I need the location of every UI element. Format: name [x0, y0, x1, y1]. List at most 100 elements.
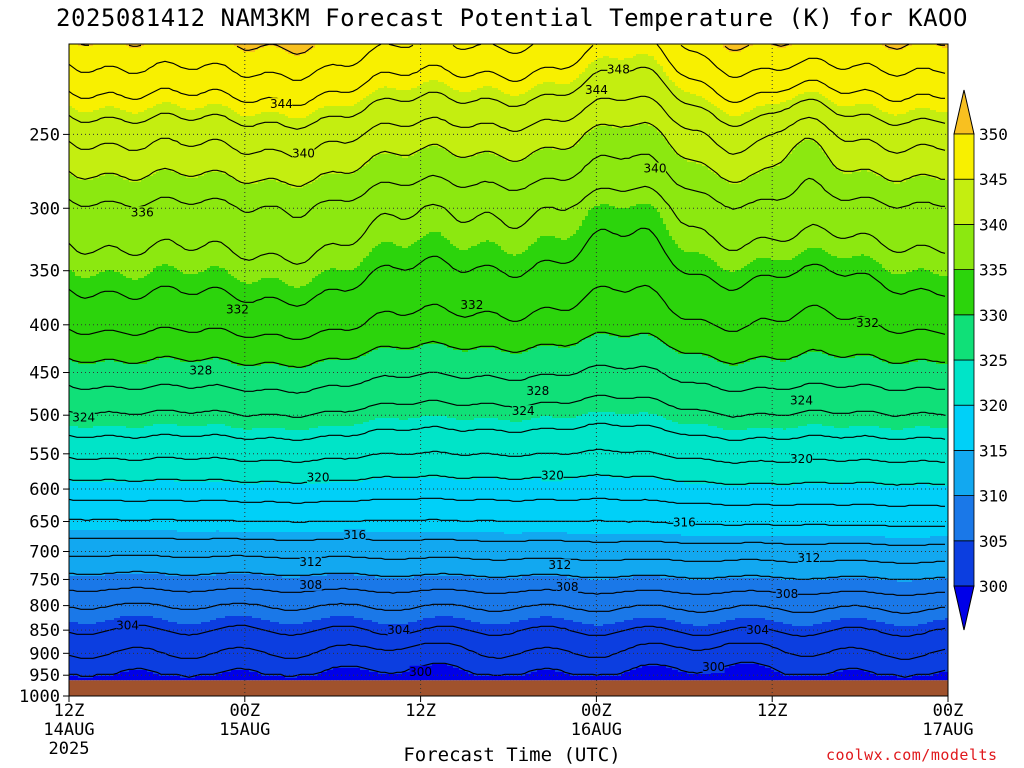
colorbar-box — [953, 223, 975, 270]
colorbar-box — [953, 269, 975, 316]
contour-label-bg — [673, 516, 696, 529]
contour-label-bg — [292, 147, 315, 160]
contour-label-bg — [541, 469, 564, 482]
contour-label-text: 312 — [548, 558, 571, 572]
contour-lines — [68, 43, 946, 678]
contour-label-text: 336 — [131, 205, 154, 219]
contour-label: 320 — [307, 470, 330, 484]
contour-324 — [68, 422, 946, 441]
contour-label-text: 344 — [585, 83, 608, 97]
contour-label-bg — [548, 559, 571, 572]
contour-label: 324 — [72, 411, 95, 425]
colorbar-label: 350 — [979, 125, 1008, 144]
plot-frame — [68, 43, 949, 697]
credit-link[interactable]: coolwx.com/modelts — [826, 746, 998, 764]
contour-label-text: 344 — [270, 97, 293, 111]
contour-318 — [68, 497, 945, 507]
y-tick-label: 350 — [29, 262, 60, 282]
y-tick-label: 650 — [29, 512, 60, 532]
colorbar-box — [953, 495, 975, 542]
colorbar-label: 320 — [979, 396, 1008, 415]
chart-title: 2025081412 NAM3KM Forecast Potential Tem… — [56, 4, 968, 32]
contour-label-bg — [746, 624, 769, 637]
contour-label-bg — [790, 452, 813, 465]
contour-label-text: 316 — [343, 528, 366, 542]
contour-label: 312 — [548, 558, 571, 572]
contour-330 — [68, 331, 945, 368]
contour-label: 340 — [292, 146, 315, 160]
contour-316 — [69, 518, 945, 527]
colorbar-label: 340 — [979, 215, 1008, 234]
contour-label-bg — [644, 162, 666, 175]
colorbar: 300 305 310 315 320 325 330 335 340 345 350 — [953, 89, 1008, 631]
contour-label-bg — [702, 661, 725, 674]
contour-label-text: 304 — [387, 623, 410, 637]
contour-label: 340 — [644, 162, 667, 176]
y-tick-label: 800 — [29, 597, 60, 617]
contour-label-text: 312 — [797, 551, 820, 565]
contour-label: 304 — [746, 623, 769, 637]
contour-label: 308 — [299, 578, 322, 592]
y-tick-label: 450 — [29, 364, 60, 384]
contour-label: 312 — [797, 551, 820, 565]
contour-label-text: 300 — [409, 665, 432, 679]
contour-label-text: 348 — [607, 63, 630, 77]
contour-label-bg — [797, 551, 820, 564]
contour-label: 312 — [299, 555, 322, 569]
contour-label: 328 — [526, 384, 549, 398]
contour-label: 344 — [585, 83, 608, 97]
y-tick-label: 250 — [29, 125, 60, 145]
colorbar-label: 300 — [979, 577, 1008, 596]
colorbar-label: 325 — [979, 351, 1008, 370]
contour-label-text: 304 — [116, 618, 139, 632]
contour-label-text: 340 — [644, 162, 667, 176]
contour-328 — [68, 364, 945, 394]
contour-300 — [69, 661, 946, 678]
colorbar-box — [953, 178, 975, 225]
contour-304 — [68, 624, 946, 637]
y-tick-label: 750 — [29, 570, 60, 590]
contour-label: 324 — [512, 404, 535, 418]
contour-label-text: 312 — [299, 555, 322, 569]
colorbar-label: 345 — [979, 170, 1008, 189]
contour-336 — [68, 185, 946, 265]
contour-label: 320 — [541, 468, 564, 482]
y-tick-label: 600 — [29, 480, 60, 500]
contour-label: 304 — [387, 623, 410, 637]
contour-326 — [68, 394, 946, 418]
contour-label-bg — [307, 471, 330, 484]
contour-label-text: 340 — [292, 146, 315, 160]
contour-label-text: 300 — [702, 660, 725, 674]
x-tick-label: 12Z — [54, 701, 85, 721]
contour-label: 332 — [856, 316, 879, 330]
x-tick-label: 00Z — [581, 701, 612, 721]
colorbar-label: 335 — [979, 261, 1008, 280]
x-tick-date: 14AUG — [43, 720, 94, 740]
contour-label-text: 332 — [856, 316, 879, 330]
y-tick-label: 900 — [29, 644, 60, 664]
colorbar-label: 330 — [979, 306, 1008, 325]
contour-label-text: 324 — [72, 411, 95, 425]
contour-label-bg — [460, 299, 483, 312]
x-tick-label: 12Z — [405, 701, 436, 721]
contour-label: 320 — [790, 452, 813, 466]
contour-label-text: 320 — [541, 468, 564, 482]
y-axis: 250 300 350 400 450 500 550 600 650 700 750 800 850 9… — [19, 125, 69, 707]
contour-label: 316 — [343, 528, 366, 542]
y-tick-label: 850 — [29, 621, 60, 641]
contour-labels: 348 344 344 340 340 336 332 332 332 328 328 324 324 3… — [72, 63, 879, 679]
contour-label-bg — [226, 303, 249, 316]
contour-338 — [68, 153, 945, 218]
contour-label-bg — [607, 63, 630, 76]
contour-label-bg — [556, 580, 579, 593]
x-axis-label: Forecast Time (UTC) — [403, 744, 621, 766]
x-tick-label: 00Z — [933, 701, 964, 721]
contour-348 — [68, 43, 946, 81]
x-tick-label: 00Z — [229, 701, 260, 721]
contour-label-text: 332 — [460, 298, 483, 312]
contour-label: 332 — [460, 298, 483, 312]
contour-label-bg — [131, 206, 154, 219]
contour-label: 316 — [673, 516, 696, 530]
contour-314 — [69, 537, 945, 546]
contour-label-bg — [270, 98, 293, 111]
